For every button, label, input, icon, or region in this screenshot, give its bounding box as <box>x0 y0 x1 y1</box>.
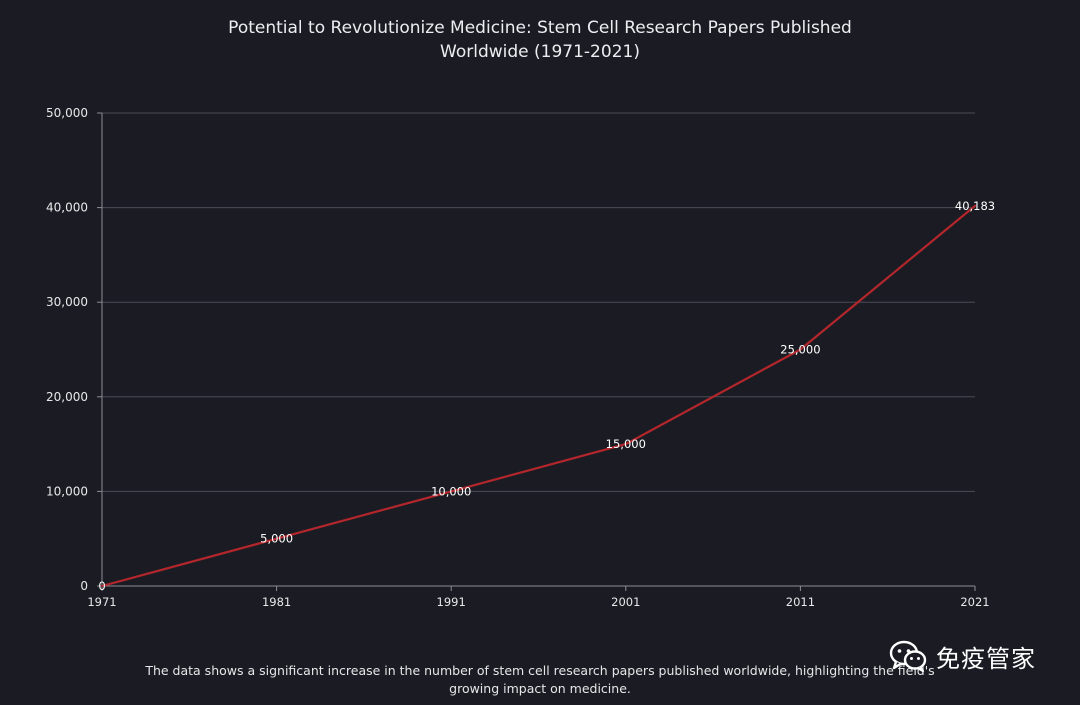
y-tick-label: 0 <box>80 579 88 593</box>
chart-title-line-1: Potential to Revolutionize Medicine: Ste… <box>228 18 852 38</box>
y-tick-label: 40,000 <box>46 201 88 215</box>
data-label: 15,000 <box>606 437 646 451</box>
chart-title: Potential to Revolutionize Medicine: Ste… <box>0 16 1080 64</box>
y-tick-label: 10,000 <box>46 484 88 498</box>
x-tick-label: 2021 <box>960 595 989 609</box>
chart-caption: The data shows a significant increase in… <box>140 662 940 698</box>
x-tick-label: 2011 <box>786 595 815 609</box>
wechat-icon <box>889 640 927 673</box>
x-tick-label: 2001 <box>611 595 640 609</box>
data-label: 10,000 <box>431 484 471 498</box>
caption-line-1: The data shows a significant increase in… <box>145 663 935 678</box>
y-tick-label: 50,000 <box>46 106 88 120</box>
y-tick-label: 20,000 <box>46 390 88 404</box>
data-label: 5,000 <box>260 532 293 546</box>
chart-title-line-2: Worldwide (1971-2021) <box>440 42 640 62</box>
x-tick-label: 1971 <box>87 595 116 609</box>
series-line <box>100 204 977 588</box>
watermark: 免疫管家 <box>888 638 1036 674</box>
x-tick-label: 1981 <box>262 595 291 609</box>
data-label: 25,000 <box>780 343 820 357</box>
x-tick-label: 1991 <box>437 595 466 609</box>
y-tick-label: 30,000 <box>46 295 88 309</box>
watermark-text: 免疫管家 <box>936 644 1036 673</box>
data-label: 0 <box>98 579 105 593</box>
data-label: 40,183 <box>955 199 995 213</box>
caption-line-2: growing impact on medicine. <box>449 681 631 696</box>
